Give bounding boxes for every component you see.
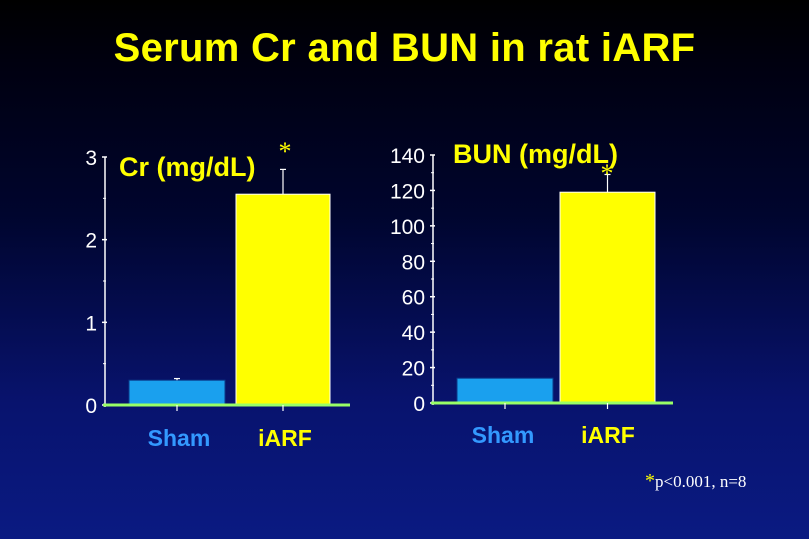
footnote-text: p<0.001, n=8: [655, 472, 747, 491]
bun-y-tick-label: 120: [390, 180, 425, 203]
cr-category-label-iarf: iARF: [258, 425, 312, 451]
bun-bar-iarf: [559, 191, 656, 404]
cr-bar-sham: [128, 379, 226, 406]
bun-bar-sham: [456, 377, 554, 404]
cr-category-label-sham: Sham: [148, 425, 211, 451]
cr-significance-star: *: [279, 137, 292, 166]
bun-y-tick-label: 60: [402, 287, 425, 310]
cr-y-tick-label: 1: [85, 312, 97, 335]
bun-y-tick-label: 140: [390, 145, 425, 168]
bun-y-tick-label: 80: [402, 251, 425, 274]
bun-y-tick-label: 0: [413, 393, 425, 416]
footnote-star: *: [645, 470, 655, 492]
cr-y-tick-label: 2: [85, 230, 97, 253]
bun-y-tick-label: 40: [402, 322, 425, 345]
cr-y-tick-label: 0: [85, 395, 97, 418]
bun-y-tick-label: 20: [402, 358, 425, 381]
bun-y-tick-label: 100: [390, 216, 425, 239]
cr-y-tick-label: 3: [85, 147, 97, 170]
slide-title: Serum Cr and BUN in rat iARF: [113, 26, 696, 70]
bun-category-label-iarf: iARF: [581, 422, 635, 448]
bun-category-label-sham: Sham: [472, 422, 535, 448]
significance-footnote: *p<0.001, n=8: [645, 470, 746, 493]
cr-chart-title: Cr (mg/dL): [119, 152, 255, 182]
cr-bar-iarf: [235, 193, 331, 406]
bun-significance-star: *: [601, 159, 614, 188]
bun-chart-title: BUN (mg/dL): [453, 139, 618, 169]
